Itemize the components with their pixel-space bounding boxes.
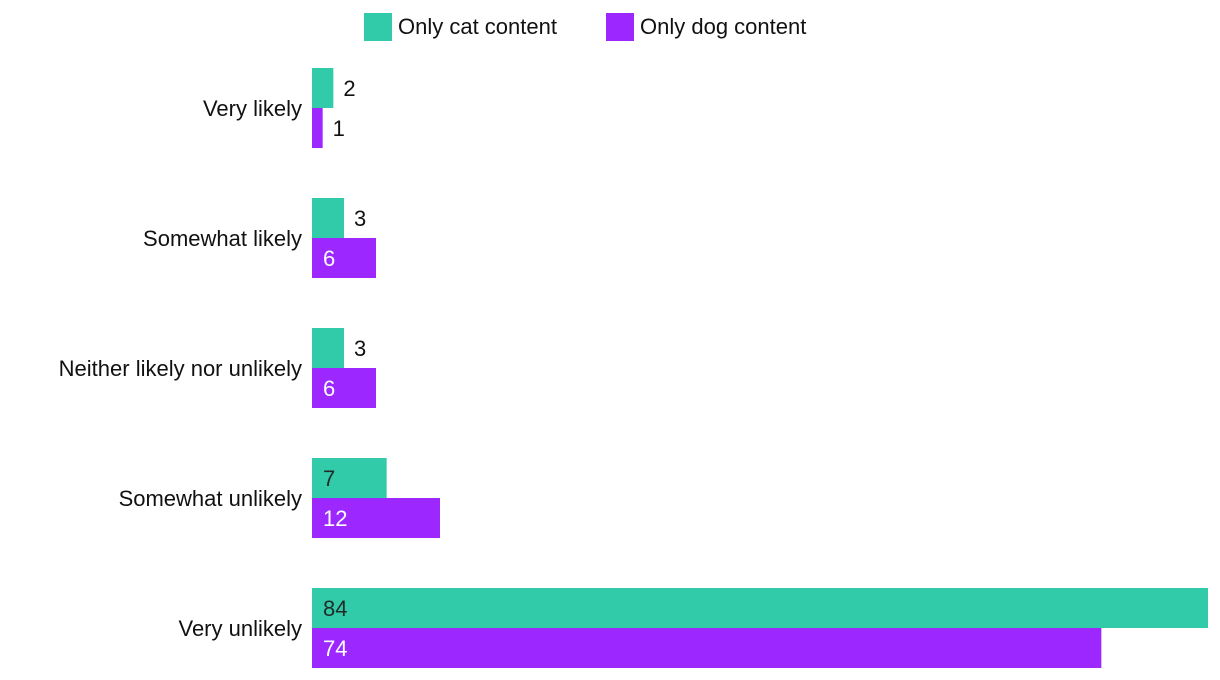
bar-only-dog-content-very-likely <box>312 108 323 148</box>
bar-only-dog-content-somewhat-unlikely <box>312 498 440 538</box>
legend-label-only-cat-content: Only cat content <box>398 14 557 39</box>
bar-only-dog-content-neither-likely-nor-unlikely <box>312 368 376 408</box>
category-label-somewhat-unlikely: Somewhat unlikely <box>119 486 302 511</box>
value-label-only-cat-content-somewhat-unlikely: 7 <box>323 466 335 491</box>
value-label-only-cat-content-neither-likely-nor-unlikely: 3 <box>354 336 366 361</box>
value-label-only-dog-content-neither-likely-nor-unlikely: 6 <box>323 376 335 401</box>
value-label-only-dog-content-very-likely: 1 <box>333 116 345 141</box>
bar-only-cat-content-somewhat-likely <box>312 198 344 238</box>
bar-only-cat-content-very-unlikely <box>312 588 1208 628</box>
bar-only-cat-content-very-likely <box>312 68 334 108</box>
value-label-only-dog-content-very-unlikely: 74 <box>323 636 347 661</box>
bar-only-dog-content-very-unlikely <box>312 628 1102 668</box>
category-label-neither-likely-nor-unlikely: Neither likely nor unlikely <box>59 356 302 381</box>
value-label-only-dog-content-somewhat-likely: 6 <box>323 246 335 271</box>
value-label-only-cat-content-very-likely: 2 <box>343 76 355 101</box>
category-label-somewhat-likely: Somewhat likely <box>143 226 302 251</box>
value-label-only-cat-content-somewhat-likely: 3 <box>354 206 366 231</box>
bar-only-dog-content-somewhat-likely <box>312 238 376 278</box>
value-label-only-cat-content-very-unlikely: 84 <box>323 596 347 621</box>
bar-only-cat-content-neither-likely-nor-unlikely <box>312 328 344 368</box>
bar-only-cat-content-somewhat-unlikely <box>312 458 387 498</box>
value-label-only-dog-content-somewhat-unlikely: 12 <box>323 506 347 531</box>
category-label-very-likely: Very likely <box>203 96 302 121</box>
legend-label-only-dog-content: Only dog content <box>640 14 806 39</box>
legend: Only cat content Only dog content <box>364 13 806 41</box>
bars <box>312 68 1208 668</box>
category-labels: Very likely Somewhat likely Neither likely… <box>59 96 302 641</box>
legend-swatch-only-dog-content <box>606 13 634 41</box>
category-label-very-unlikely: Very unlikely <box>178 616 302 641</box>
legend-swatch-only-cat-content <box>364 13 392 41</box>
